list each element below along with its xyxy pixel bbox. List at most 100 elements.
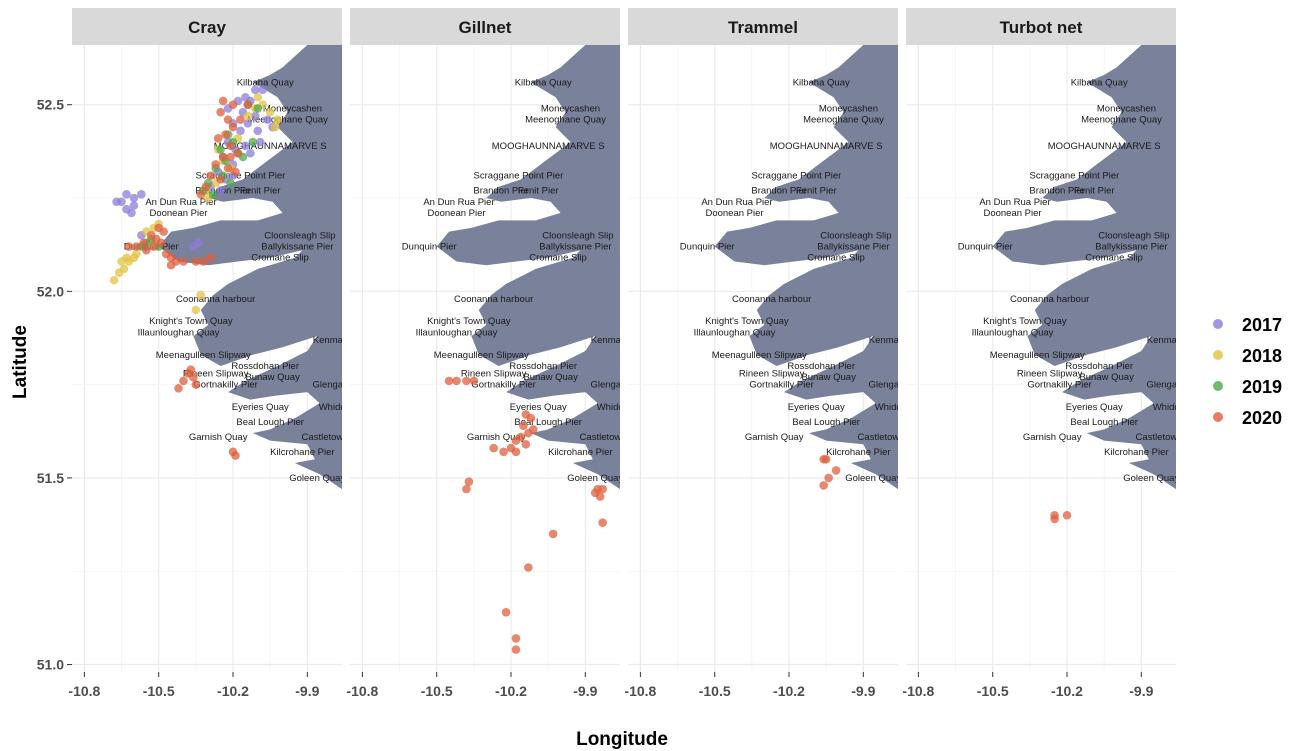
point-2020: [511, 447, 521, 457]
place-label: Scraggane Point Pier: [1030, 171, 1120, 182]
point-2020: [174, 384, 183, 393]
point-2020: [191, 257, 201, 266]
point-2020: [236, 115, 245, 124]
point-2017: [129, 193, 139, 203]
y-tick-label: 51.5: [37, 470, 64, 486]
place-label: An Dun Rua Pier: [423, 197, 494, 208]
point-2020: [444, 376, 454, 386]
point-2020: [213, 134, 223, 143]
data-points: [1050, 510, 1072, 524]
land-shape: [992, 45, 1176, 490]
place-label: Knight's Town Quay: [705, 316, 789, 327]
x-tick-label: -9.9: [1129, 683, 1153, 699]
x-tick-label: -9.9: [851, 683, 875, 699]
x-tick-label: -10.8: [346, 683, 378, 699]
place-label: Glengarriff: [590, 380, 635, 391]
place-label: Kenmare: [869, 335, 908, 346]
place-label: Fenit Pier: [796, 186, 837, 197]
legend: 2017 2018 2019 2020: [1213, 315, 1282, 428]
place-label: Kilcrohane Pier: [270, 447, 334, 458]
place-label: MOOGHAUNNAMARVE S: [214, 141, 327, 152]
point-2020: [149, 242, 159, 251]
strip-label: Trammel: [728, 18, 798, 37]
point-2017: [246, 148, 255, 158]
place-label: Garnish Quay: [189, 432, 248, 443]
place-label: Rineen Slipway: [1017, 368, 1083, 379]
x-axis-ticks: -10.8 -10.5 -10.2 -9.9: [624, 672, 876, 699]
x-axis-ticks: -10.8 -10.5 -10.2 -9.9: [346, 672, 598, 699]
strip-background: [350, 8, 620, 45]
place-label: Coonanna harbour: [176, 294, 255, 305]
point-2020: [223, 163, 233, 173]
point-2018: [265, 107, 275, 117]
point-2020: [1050, 514, 1059, 524]
point-2020: [526, 413, 536, 423]
point-2017: [263, 115, 272, 124]
place-label: Illaunloughan Quay: [138, 327, 220, 338]
x-tick-label: -10.2: [773, 683, 805, 699]
place-label: An Dun Rua Pier: [145, 197, 216, 208]
point-2017: [112, 197, 121, 207]
place-label: Beal Lough Pier: [236, 417, 304, 428]
place-label: Knight's Town Quay: [149, 316, 233, 327]
place-label: Beal Lough Pier: [792, 417, 860, 428]
x-axis-ticks: -10.8 -10.5 -10.2 -9.9: [902, 672, 1154, 699]
place-label: Kilcrohane Pier: [548, 447, 612, 458]
place-label: Doonean Pier: [983, 208, 1041, 219]
point-2020: [598, 518, 607, 528]
place-label: Whiddy: [319, 402, 351, 413]
point-2020: [211, 160, 220, 169]
place-label: Castletownbere: [1136, 432, 1202, 443]
legend-key: [1213, 350, 1223, 360]
place-label: Garnish Quay: [467, 432, 526, 443]
place-label: Glengarriff: [312, 380, 357, 391]
place-label: Cromane Slip: [251, 253, 309, 264]
point-2020: [198, 257, 208, 266]
x-tick-label: -10.5: [977, 683, 1009, 699]
point-2019: [226, 178, 235, 188]
legend-key: [1213, 319, 1223, 329]
place-label: Ballykissane Pier: [817, 242, 889, 253]
place-label: Kenmare: [313, 335, 352, 346]
point-2020: [462, 376, 471, 386]
place-label: Ballykissane Pier: [261, 242, 333, 253]
place-label: Brandon Pier: [473, 186, 528, 197]
point-2017: [251, 85, 260, 95]
point-2020: [231, 167, 240, 177]
place-label: Fenit Pier: [240, 186, 281, 197]
point-2017: [236, 126, 245, 136]
place-label: Rossdohan Pier: [1065, 361, 1133, 372]
place-label: Cloonsleagh Slip: [820, 230, 891, 241]
x-tick-label: -10.5: [421, 683, 453, 699]
strip-background: [906, 8, 1176, 45]
place-label: Rossdohan Pier: [231, 361, 299, 372]
point-2020: [1062, 510, 1072, 520]
place-label: An Dun Rua Pier: [701, 197, 772, 208]
place-label: Brandon Pier: [1029, 186, 1084, 197]
point-2017: [194, 238, 203, 248]
point-2020: [189, 372, 198, 382]
place-label: Goleen Quay: [289, 473, 345, 484]
place-label: Goleen Quay: [845, 473, 901, 484]
place-label: Kilbaha Quay: [793, 77, 850, 88]
place-label: Bunaw Quay: [801, 372, 856, 383]
land-shape: [158, 45, 342, 490]
point-2020: [819, 454, 828, 464]
legend-key: [1213, 412, 1223, 422]
strip-label: Turbot net: [1000, 18, 1083, 37]
point-2020: [228, 122, 238, 132]
place-label: Fenit Pier: [1074, 186, 1115, 197]
point-2018: [270, 122, 280, 132]
data-points: [109, 85, 282, 460]
x-tick-label: -9.9: [573, 683, 597, 699]
point-2020: [179, 257, 188, 266]
place-label: Rossdohan Pier: [509, 361, 577, 372]
place-label: Kenmare: [1147, 335, 1186, 346]
point-2020: [221, 130, 230, 139]
point-2020: [519, 421, 528, 430]
y-tick-label: 52.5: [37, 97, 64, 113]
place-label: Goleen Quay: [567, 473, 623, 484]
